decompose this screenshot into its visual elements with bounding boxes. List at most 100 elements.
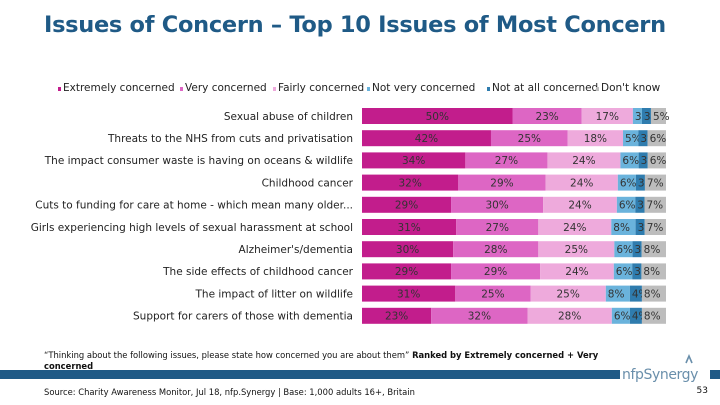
data-label-3-3: 6% xyxy=(620,177,637,189)
page-number: 53 xyxy=(696,386,708,396)
bar-segment-6-0 xyxy=(362,241,454,258)
category-label-3: Childhood cancer xyxy=(262,177,354,189)
bar-segment-3-3 xyxy=(617,174,636,191)
bar-segment-5-0 xyxy=(362,219,457,235)
category-label-7: The side effects of childhood cancer xyxy=(162,266,354,278)
bar-segment-4-1 xyxy=(451,196,544,213)
data-label-1-3: 5% xyxy=(625,133,642,145)
bar-segment-1-3 xyxy=(623,130,639,147)
legend-swatch-1 xyxy=(180,87,183,91)
data-label-7-2: 24% xyxy=(565,266,588,278)
bar-segment-0-2 xyxy=(581,108,633,124)
category-label-1: Threats to the NHS from cuts and privati… xyxy=(107,133,353,145)
bar-segment-7-3 xyxy=(613,263,633,280)
bar-segment-1-5 xyxy=(647,130,666,147)
bar-segment-8-1 xyxy=(455,285,531,302)
category-label-2: The impact consumer waste is having on o… xyxy=(44,155,353,167)
data-label-6-1: 28% xyxy=(484,244,507,256)
bar-segment-1-4 xyxy=(638,130,648,147)
bar-segment-7-0 xyxy=(362,263,452,280)
logo-text: nfpSynergy xyxy=(622,367,699,383)
data-label-3-5: 7% xyxy=(647,177,664,189)
bar-segment-2-4 xyxy=(638,152,648,169)
bar-segment-6-5 xyxy=(641,241,666,258)
bar-segment-3-5 xyxy=(644,174,666,191)
bar-segment-5-1 xyxy=(456,219,539,235)
bar-segment-6-1 xyxy=(453,241,539,258)
bar-segment-8-2 xyxy=(530,285,606,302)
bar-segment-7-1 xyxy=(451,263,541,280)
data-label-2-1: 27% xyxy=(495,155,518,167)
data-label-0-2: 17% xyxy=(596,111,619,123)
bar-segment-6-2 xyxy=(538,241,615,258)
data-label-0-1: 23% xyxy=(535,111,558,123)
data-label-2-2: 24% xyxy=(572,155,595,167)
bar-segment-4-5 xyxy=(644,196,666,213)
chart-bars: Sexual abuse of children50%23%17%3%3%5%T… xyxy=(31,108,670,324)
page-title: Issues of Concern – Top 10 Issues of Mos… xyxy=(44,12,666,38)
data-label-9-5: 8% xyxy=(644,311,661,323)
legend-label-3: Not very concerned xyxy=(372,82,475,94)
footnote-quote: “Thinking about the following issues, pl… xyxy=(44,350,410,360)
data-label-1-2: 18% xyxy=(584,133,607,145)
data-label-7-3: 6% xyxy=(616,266,633,278)
data-label-5-5: 7% xyxy=(647,222,664,234)
footnote: “Thinking about the following issues, pl… xyxy=(44,350,644,372)
category-label-0: Sexual abuse of children xyxy=(224,111,353,123)
data-label-4-1: 30% xyxy=(485,200,508,212)
bar-segment-1-0 xyxy=(362,130,491,147)
bar-segment-7-2 xyxy=(540,263,614,280)
data-label-5-0: 31% xyxy=(397,222,420,234)
footnote-ranking: Ranked by Extremely concerned + Very con… xyxy=(44,350,599,371)
legend-label-0: Extremely concerned xyxy=(63,82,175,94)
data-label-1-0: 42% xyxy=(415,133,438,145)
bar-segment-0-0 xyxy=(362,108,513,124)
data-label-4-3: 6% xyxy=(619,200,636,212)
data-label-9-2: 28% xyxy=(558,311,581,323)
bar-segment-3-0 xyxy=(362,174,459,191)
data-label-8-0: 31% xyxy=(397,288,420,300)
bar-segment-2-5 xyxy=(647,152,666,169)
bar-segment-1-2 xyxy=(567,130,624,147)
legend-swatch-3 xyxy=(367,87,370,91)
data-label-1-1: 25% xyxy=(518,133,541,145)
bar-segment-2-2 xyxy=(547,152,621,169)
data-label-1-5: 6% xyxy=(650,133,667,145)
bar-segment-3-2 xyxy=(545,174,618,191)
data-label-8-2: 25% xyxy=(557,288,580,300)
bar-segment-4-4 xyxy=(635,196,645,213)
data-label-7-0: 29% xyxy=(395,266,418,278)
bar-segment-0-3 xyxy=(632,108,642,124)
bar-segment-0-1 xyxy=(512,108,582,124)
bar-segment-1-1 xyxy=(490,130,568,147)
bar-segment-8-5 xyxy=(641,285,666,302)
data-label-4-2: 24% xyxy=(568,200,591,212)
bar-segment-3-1 xyxy=(458,174,546,191)
bar-segment-8-0 xyxy=(362,285,456,302)
data-label-6-0: 30% xyxy=(396,244,419,256)
category-label-4: Cuts to funding for care at home - which… xyxy=(35,200,353,212)
bar-segment-0-4 xyxy=(641,108,651,124)
bar-segment-5-3 xyxy=(611,219,636,235)
legend-swatch-5 xyxy=(596,87,599,91)
data-label-6-2: 25% xyxy=(565,244,588,256)
footer-band xyxy=(0,370,720,379)
bar-segment-5-5 xyxy=(644,219,666,235)
data-label-3-1: 29% xyxy=(490,177,513,189)
category-label-9: Support for carers of those with dementi… xyxy=(133,311,353,323)
data-label-9-3: 6% xyxy=(614,311,631,323)
category-label-5: Girls experiencing high levels of sexual… xyxy=(31,222,353,234)
bar-segment-0-5 xyxy=(650,108,666,124)
bar-segment-4-0 xyxy=(362,196,452,213)
bar-segment-9-5 xyxy=(641,307,666,324)
source-note: Source: Charity Awareness Monitor, Jul 1… xyxy=(44,387,415,397)
bar-segment-9-3 xyxy=(611,307,630,324)
data-label-8-1: 25% xyxy=(481,288,504,300)
data-label-7-5: 8% xyxy=(643,266,660,278)
data-label-4-5: 7% xyxy=(647,200,664,212)
legend-label-4: Not at all concerned xyxy=(492,82,598,94)
bar-segment-5-4 xyxy=(635,219,645,235)
data-label-6-5: 8% xyxy=(644,244,661,256)
data-label-5-1: 27% xyxy=(486,222,509,234)
logo-mark-icon xyxy=(685,354,693,364)
